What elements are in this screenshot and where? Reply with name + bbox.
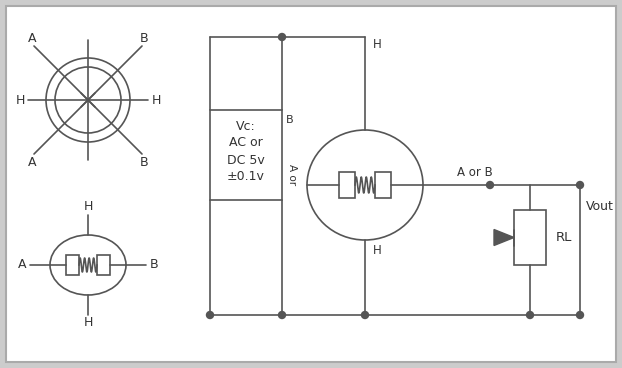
Text: A: A (18, 258, 26, 272)
Text: B: B (140, 32, 148, 45)
Circle shape (279, 311, 285, 318)
Circle shape (279, 33, 285, 40)
Circle shape (486, 181, 493, 188)
Bar (66, 255, 79, 275)
Text: H: H (373, 244, 382, 256)
Text: H: H (83, 201, 93, 213)
Bar (210, 110, 282, 200)
Bar (375, 172, 391, 198)
Text: H: H (373, 39, 382, 52)
Circle shape (577, 181, 583, 188)
Circle shape (361, 311, 368, 318)
Text: H: H (83, 316, 93, 329)
Text: RL: RL (556, 231, 572, 244)
Text: Vout: Vout (586, 201, 614, 213)
Text: Vc:: Vc: (236, 120, 256, 132)
Text: B: B (286, 115, 294, 125)
Text: ±0.1v: ±0.1v (227, 170, 265, 184)
FancyBboxPatch shape (6, 6, 616, 362)
Bar (339, 172, 355, 198)
Text: A or: A or (287, 164, 297, 185)
Circle shape (577, 311, 583, 318)
Text: DC 5v: DC 5v (227, 153, 265, 166)
Text: AC or: AC or (229, 137, 263, 149)
Text: A: A (28, 32, 36, 45)
Bar (514, 210, 546, 265)
Polygon shape (494, 230, 514, 245)
Text: A or B: A or B (457, 166, 493, 180)
Circle shape (526, 311, 534, 318)
Bar (97, 255, 110, 275)
Text: A: A (28, 156, 36, 169)
Text: H: H (151, 93, 160, 106)
Circle shape (207, 311, 213, 318)
Text: H: H (16, 93, 25, 106)
Text: B: B (140, 156, 148, 169)
Text: B: B (150, 258, 159, 272)
